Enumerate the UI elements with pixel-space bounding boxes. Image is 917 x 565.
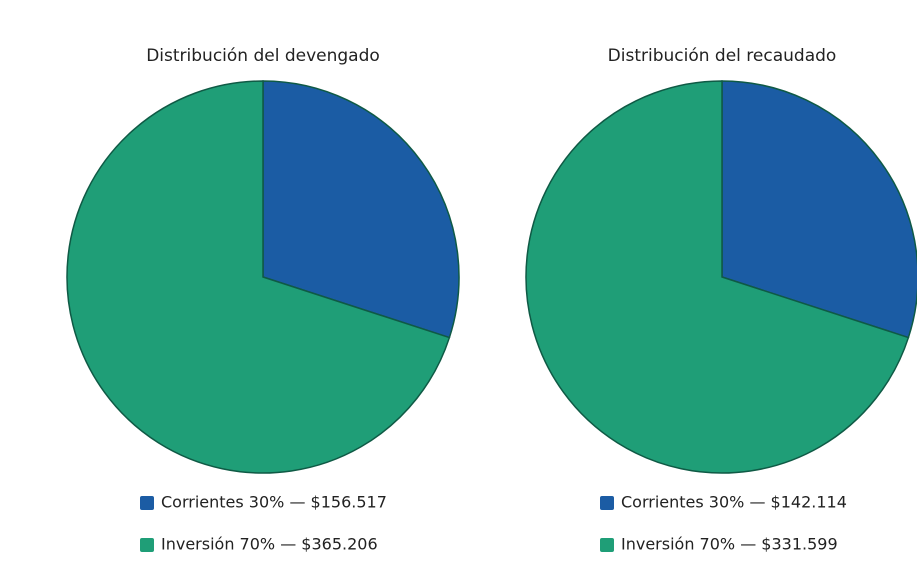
chart-title: Distribución del devengado xyxy=(146,46,380,66)
legend-swatch xyxy=(600,496,614,510)
legend-swatch xyxy=(600,538,614,552)
pie-slice xyxy=(66,80,451,474)
legend-swatch xyxy=(140,496,154,510)
legend-label: Corrientes 30% — $156.517 xyxy=(161,493,387,512)
legend-label: Inversión 70% — $365.206 xyxy=(161,535,378,554)
legend-swatch xyxy=(140,538,154,552)
chart-title: Distribución del recaudado xyxy=(608,46,837,66)
pie-slice xyxy=(262,80,460,339)
legend-label: Corrientes 30% — $142.114 xyxy=(621,493,847,512)
pie-slice xyxy=(525,80,910,474)
legend-label: Inversión 70% — $331.599 xyxy=(621,535,838,554)
pie-slice xyxy=(721,80,917,339)
